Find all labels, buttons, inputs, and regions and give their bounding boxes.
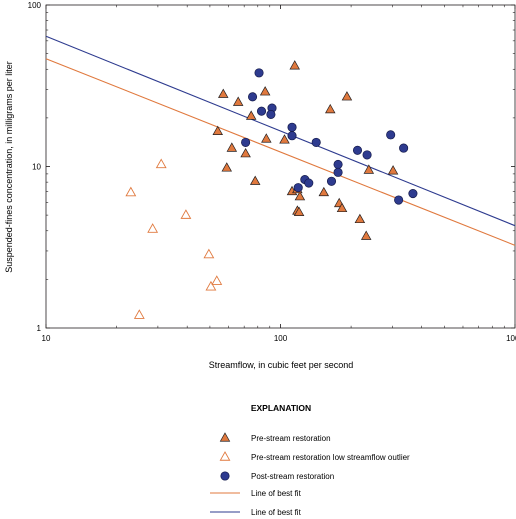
fit-lines — [45, 35, 516, 246]
pre-point — [249, 175, 261, 185]
post-point — [362, 150, 372, 160]
post-point — [287, 131, 297, 141]
pre-point — [289, 60, 300, 70]
explanation-legend: EXPLANATION Pre-stream restoration Pre-st… — [210, 403, 410, 517]
pre-point — [360, 230, 372, 240]
pre-point — [221, 162, 233, 172]
x-tick-label: 10 — [42, 334, 51, 343]
outlier-point — [133, 309, 145, 319]
pre-point — [245, 110, 257, 120]
data-points — [125, 60, 418, 319]
pre-point — [325, 103, 336, 114]
post-point — [304, 178, 314, 188]
legend-post-label: Post-stream restoration — [251, 472, 334, 481]
legend-fit-line-blue-label: Line of best fit — [251, 508, 302, 517]
post-point — [248, 92, 258, 102]
outlier-point — [203, 248, 215, 259]
best-fit-line — [45, 58, 516, 246]
post-point — [293, 183, 303, 193]
pre-point — [232, 96, 244, 106]
explanation-title: EXPLANATION — [251, 403, 311, 413]
post-point — [241, 137, 251, 147]
pre-point — [318, 186, 330, 197]
y-tick-label: 1 — [37, 324, 42, 333]
legend-pre-label: Pre-stream restoration — [251, 434, 331, 443]
post-point — [386, 130, 396, 140]
outlier-point — [125, 186, 137, 197]
legend-outlier-label: Pre-stream restoration low streamflow ou… — [251, 453, 410, 462]
y-axis-label: Suspended-fines concentration, in millig… — [4, 61, 14, 273]
outlier-point — [155, 158, 167, 169]
pre-point — [293, 206, 305, 216]
legend-pre-symbol — [219, 432, 231, 442]
post-point — [256, 106, 267, 116]
post-point — [287, 122, 297, 132]
pre-point — [279, 134, 290, 144]
pre-point — [212, 125, 223, 135]
post-point — [326, 176, 337, 186]
x-axis-label: Streamflow, in cubic feet per second — [209, 360, 354, 370]
post-point — [352, 145, 363, 155]
pre-point — [261, 133, 272, 143]
pre-point — [354, 213, 366, 224]
outlier-point — [180, 209, 192, 219]
pre-point — [387, 165, 399, 175]
pre-point — [240, 147, 251, 158]
y-tick-label: 10 — [32, 163, 41, 172]
pre-point — [336, 202, 348, 213]
post-point — [333, 167, 343, 177]
pre-point — [226, 142, 238, 152]
outlier-point — [211, 275, 223, 285]
x-tick-label: 100 — [274, 334, 288, 343]
post-point — [266, 109, 276, 120]
y-tick-label: 100 — [28, 1, 42, 10]
pre-point — [294, 190, 306, 201]
plot-area: 101001000110100 — [28, 1, 516, 343]
legend-outlier-symbol — [219, 451, 231, 461]
plot-frame — [45, 4, 516, 329]
legend-post-symbol — [220, 471, 230, 481]
pre-point — [218, 88, 229, 98]
legend-fit-line-orange-label: Line of best fit — [251, 489, 302, 498]
post-point — [394, 195, 404, 205]
post-point — [333, 159, 343, 169]
outlier-point — [147, 223, 159, 233]
best-fit-line — [45, 35, 516, 227]
x-tick-label: 1000 — [506, 334, 516, 343]
pre-point — [341, 91, 353, 101]
outlier-point — [205, 280, 217, 291]
post-point — [399, 143, 409, 153]
pre-point — [259, 86, 271, 96]
post-point — [408, 188, 418, 199]
post-point — [254, 68, 264, 78]
post-point — [311, 137, 321, 147]
pre-point — [363, 164, 375, 174]
